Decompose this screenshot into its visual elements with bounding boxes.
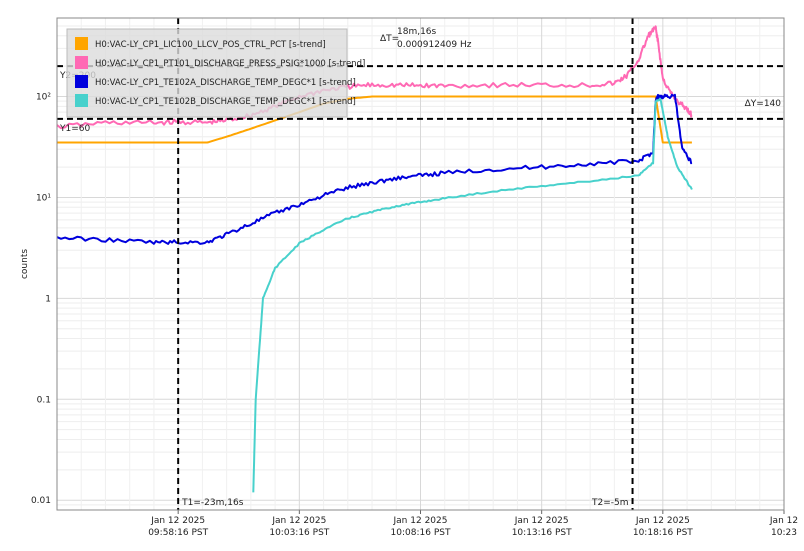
legend-box bbox=[66, 28, 348, 118]
t1-cursor-label: T1=-23m,16s bbox=[181, 498, 244, 508]
legend-swatch bbox=[75, 75, 88, 88]
delta-t-label: ΔT= bbox=[380, 34, 399, 44]
plot-border bbox=[56, 17, 785, 511]
y-tick-label: 10² bbox=[36, 93, 51, 103]
y-tick-label: 0.01 bbox=[31, 496, 51, 506]
x-tick-label-date: Jan 12 2025 bbox=[635, 516, 690, 526]
x-tick-label-time: 10:18:16 PST bbox=[633, 528, 693, 538]
series-line-4 bbox=[252, 97, 693, 493]
y-tick-label: 1 bbox=[45, 294, 51, 304]
legend-entry-label: H0:VAC-LY_CP1_TE102B_DISCHARGE_TEMP_DEGC… bbox=[95, 97, 356, 107]
x-tick-label-time: 09:58:16 PST bbox=[148, 528, 208, 538]
delta-frequency: 0.000912409 Hz bbox=[397, 40, 472, 50]
x-tick-label-date: Jan 12 2025 bbox=[271, 516, 326, 526]
series-line-2 bbox=[56, 25, 693, 130]
x-tick-label-date: Jan 12 2025 bbox=[393, 516, 448, 526]
legend-entry-label: H0:VAC-LY_CP1_LIC100_LLCV_POS_CTRL_PCT [… bbox=[95, 40, 326, 50]
t2-cursor-label: T2=-5m bbox=[591, 498, 629, 508]
delta-y-label: ΔY=140 bbox=[745, 99, 782, 109]
legend: H0:VAC-LY_CP1_LIC100_LLCV_POS_CTRL_PCT [… bbox=[66, 28, 365, 118]
x-tick-label-time: 10:23 bbox=[771, 528, 797, 538]
y-axis-ticks: 0.01 0.1 1 10¹ 10² bbox=[31, 93, 51, 507]
x-axis-ticks: Jan 12 2025 09:58:16 PST Jan 12 2025 10:03:… bbox=[148, 510, 798, 538]
series-line-1 bbox=[57, 95, 692, 144]
y1-cursor-label: Y1=60 bbox=[59, 124, 90, 134]
x-tick-label-date: Jan 12 2025 bbox=[514, 516, 569, 526]
legend-entry-label: H0:VAC-LY_CP1_PT101_DISCHARGE_PRESS_PSIG… bbox=[95, 59, 365, 69]
legend-swatch bbox=[75, 94, 88, 107]
x-tick-label-time: 10:08:16 PST bbox=[391, 528, 451, 538]
x-tick-label-date: Jan 12 2025 bbox=[150, 516, 205, 526]
y-axis-label: counts bbox=[20, 249, 30, 279]
y-tick-label: 0.1 bbox=[37, 395, 51, 405]
legend-entry-label: H0:VAC-LY_CP1_TE102A_DISCHARGE_TEMP_DEGC… bbox=[95, 78, 356, 88]
y-tick-label: 10¹ bbox=[36, 193, 51, 203]
delta-t-value: 18m,16s bbox=[397, 27, 437, 37]
x-tick-label-time: 10:13:16 PST bbox=[512, 528, 572, 538]
legend-swatch bbox=[75, 56, 88, 69]
x-tick-label-time: 10:03:16 PST bbox=[269, 528, 329, 538]
legend-swatch bbox=[75, 37, 88, 50]
x-tick-label-date: Jan 12 bbox=[769, 516, 798, 526]
series-line-3 bbox=[56, 93, 693, 245]
series-lines bbox=[56, 25, 693, 493]
